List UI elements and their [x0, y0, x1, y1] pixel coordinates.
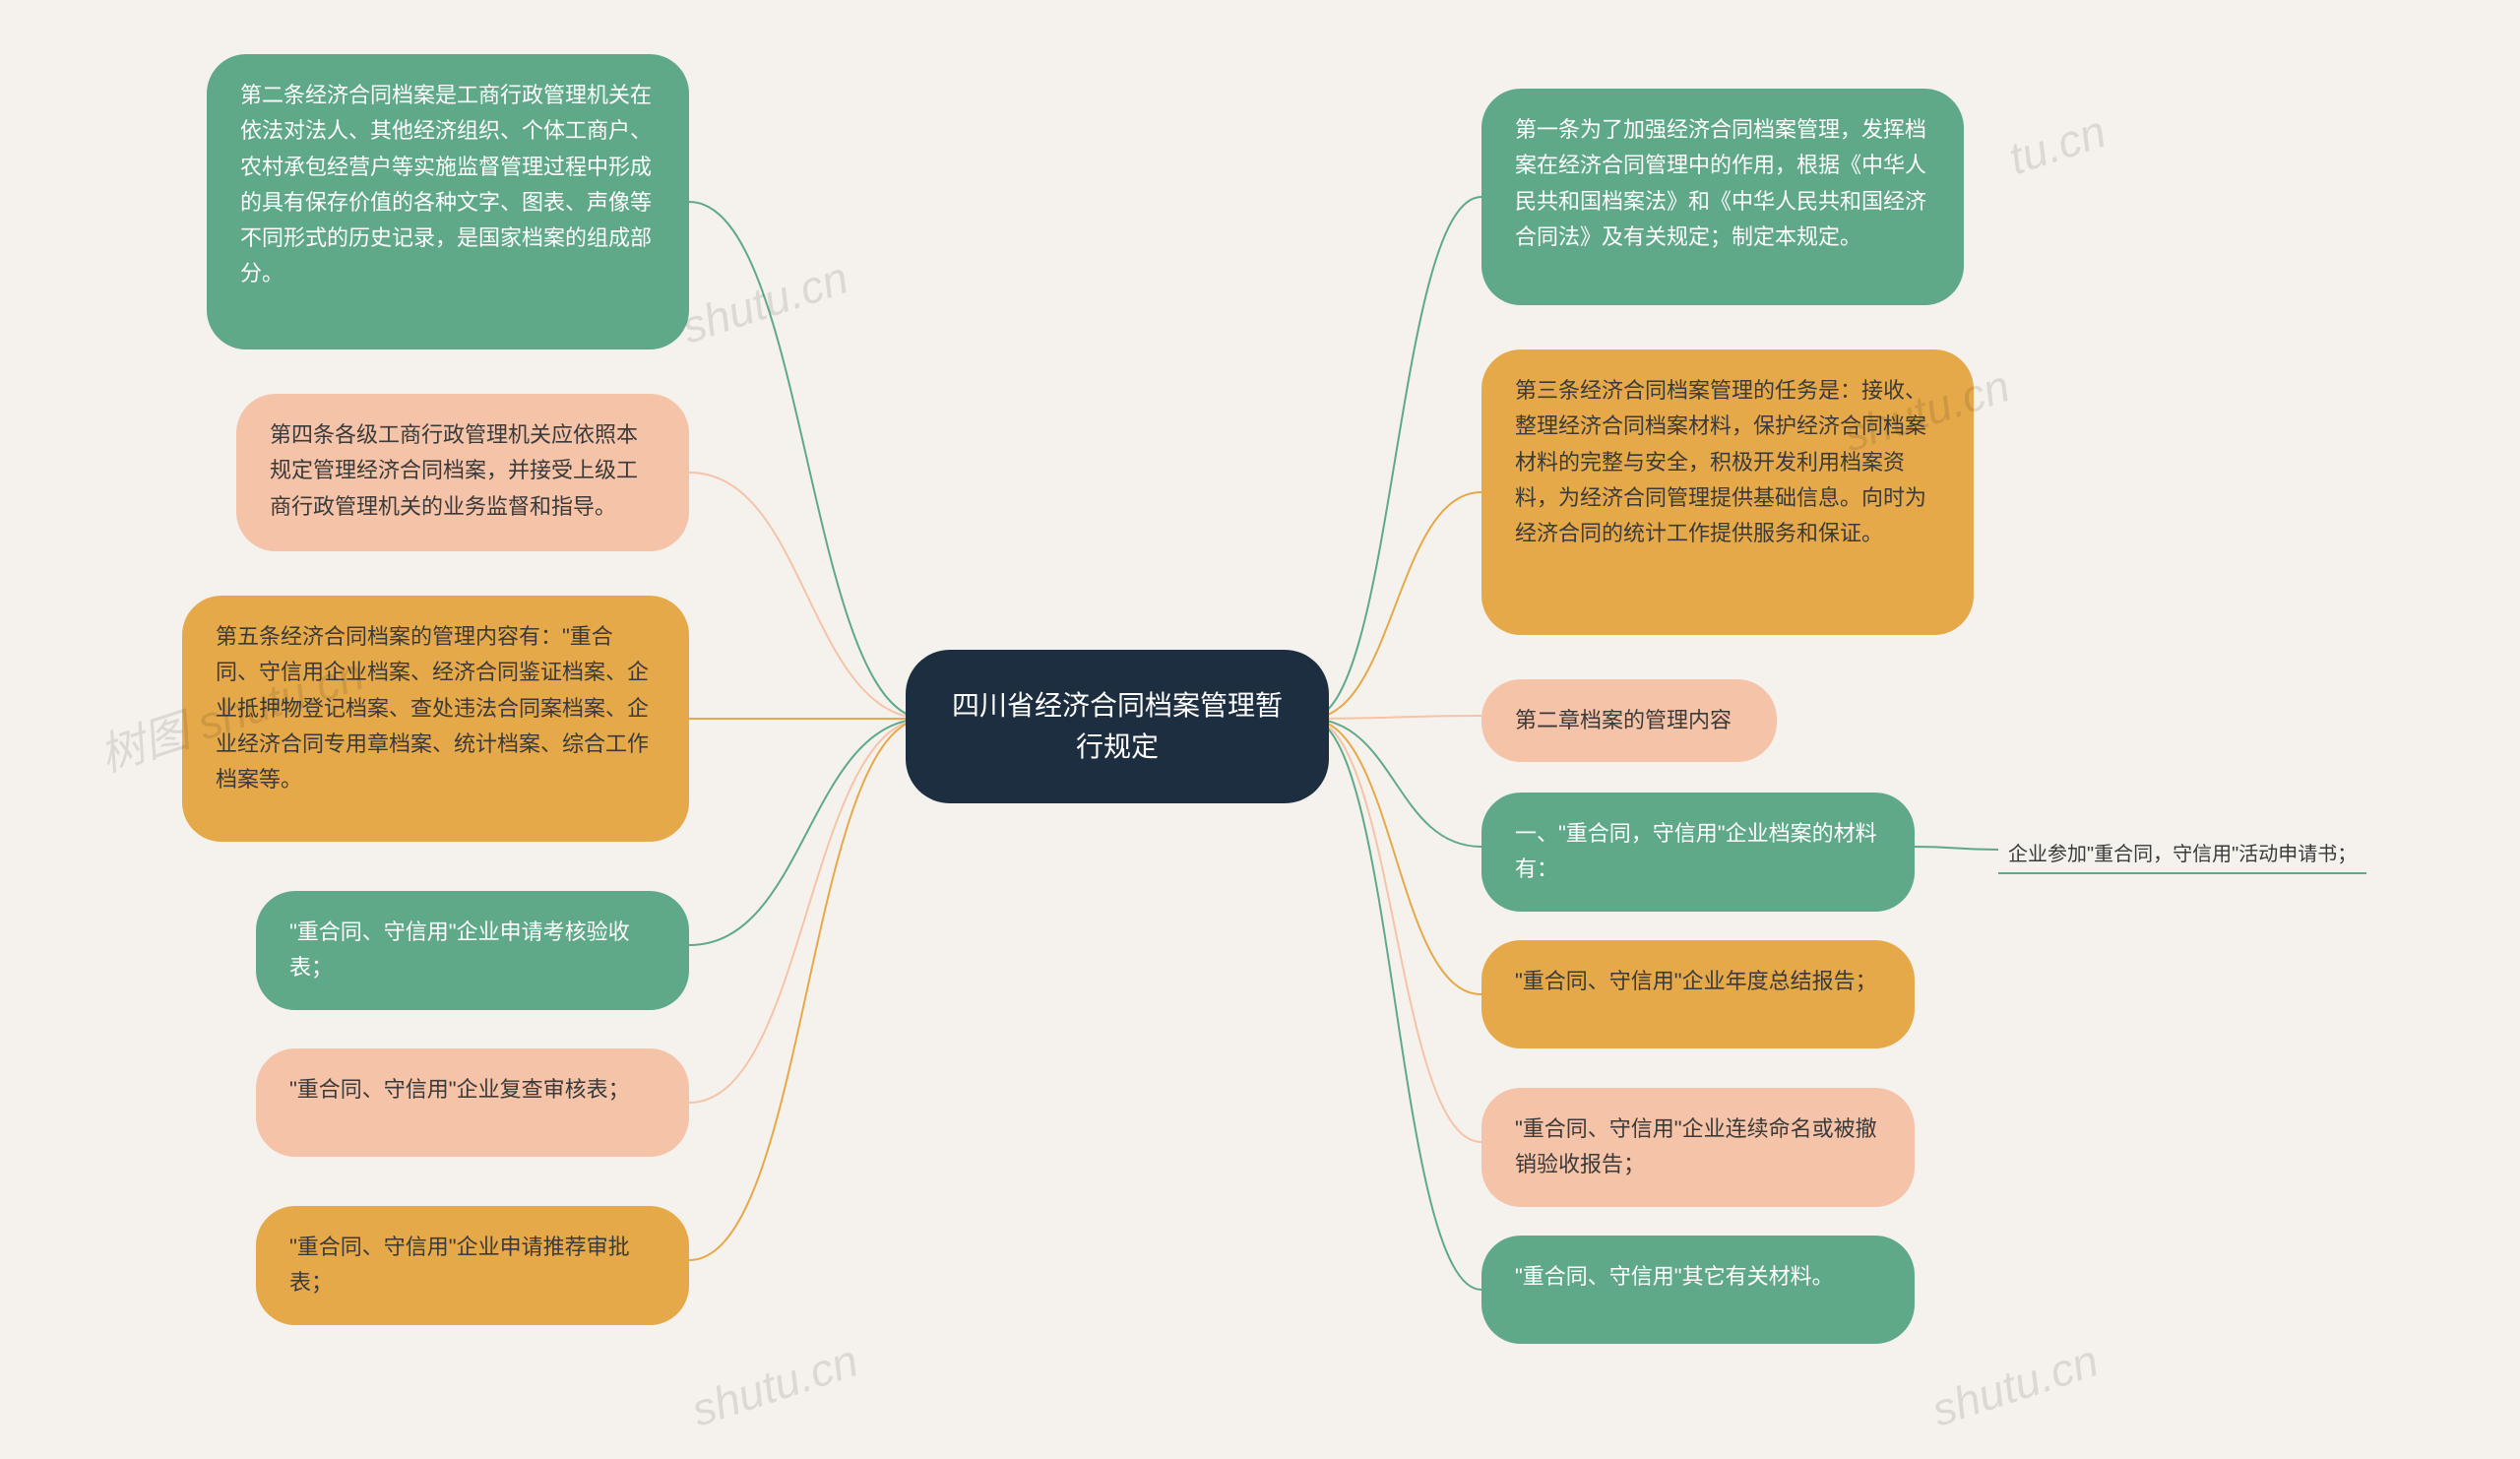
watermark: shutu.cn	[1925, 1333, 2105, 1436]
node-text: 第一条为了加强经济合同档案管理，发挥档案在经济合同管理中的作用，根据《中华人民共…	[1515, 117, 1926, 249]
node-text: 第二章档案的管理内容	[1515, 708, 1732, 732]
branch-node-L4[interactable]: "重合同、守信用"企业申请考核验收表；	[256, 891, 689, 1010]
connector-L2	[689, 473, 925, 719]
connector-L5	[689, 719, 925, 1103]
connector-R4	[1309, 719, 1481, 847]
leaf-node-C1[interactable]: 企业参加"重合同，守信用"活动申请书；	[1998, 832, 2366, 874]
branch-node-R7[interactable]: "重合同、守信用"其它有关材料。	[1481, 1236, 1915, 1344]
branch-node-L2[interactable]: 第四条各级工商行政管理机关应依照本规定管理经济合同档案，并接受上级工商行政管理机…	[236, 394, 689, 551]
node-text: 第四条各级工商行政管理机关应依照本规定管理经济合同档案，并接受上级工商行政管理机…	[270, 422, 638, 519]
branch-node-R6[interactable]: "重合同、守信用"企业连续命名或被撤销验收报告；	[1481, 1088, 1915, 1207]
branch-node-L1[interactable]: 第二条经济合同档案是工商行政管理机关在依法对法人、其他经济组织、个体工商户、农村…	[207, 54, 689, 349]
branch-node-R5[interactable]: "重合同、守信用"企业年度总结报告；	[1481, 940, 1915, 1048]
branch-node-R2[interactable]: 第三条经济合同档案管理的任务是：接收、整理经济合同档案材料，保护经济合同档案材料…	[1481, 349, 1974, 635]
node-text: "重合同、守信用"企业复查审核表；	[289, 1077, 630, 1102]
connector-L4	[689, 719, 925, 945]
branch-node-L3[interactable]: 第五条经济合同档案的管理内容有："重合同、守信用企业档案、经济合同鉴证档案、企业…	[182, 596, 689, 842]
node-text: "重合同、守信用"企业年度总结报告；	[1515, 969, 1877, 993]
branch-node-L5[interactable]: "重合同、守信用"企业复查审核表；	[256, 1048, 689, 1157]
branch-node-R1[interactable]: 第一条为了加强经济合同档案管理，发挥档案在经济合同管理中的作用，根据《中华人民共…	[1481, 89, 1964, 305]
branch-node-R3[interactable]: 第二章档案的管理内容	[1481, 679, 1777, 762]
node-text: "重合同、守信用"企业申请考核验收表；	[289, 920, 630, 980]
connector-C1	[1915, 847, 1998, 850]
branch-node-R4[interactable]: 一、"重合同，守信用"企业档案的材料有：	[1481, 793, 1915, 912]
watermark: shutu.cn	[685, 1333, 864, 1436]
node-text: "重合同、守信用"企业连续命名或被撤销验收报告；	[1515, 1116, 1877, 1176]
connector-R5	[1309, 719, 1481, 994]
node-text: "重合同、守信用"其它有关材料。	[1515, 1264, 1834, 1289]
connector-R1	[1309, 197, 1481, 719]
node-text: 一、"重合同，守信用"企业档案的材料有：	[1515, 821, 1877, 881]
connector-R7	[1309, 719, 1481, 1290]
connector-L1	[689, 202, 925, 719]
node-text: 第五条经济合同档案的管理内容有："重合同、守信用企业档案、经济合同鉴证档案、企业…	[216, 624, 649, 792]
connector-L6	[689, 719, 925, 1260]
connector-R6	[1309, 719, 1481, 1142]
node-text: 第三条经济合同档案管理的任务是：接收、整理经济合同档案材料，保护经济合同档案材料…	[1515, 378, 1926, 545]
branch-node-L6[interactable]: "重合同、守信用"企业申请推荐审批表；	[256, 1206, 689, 1325]
node-text: 第二条经济合同档案是工商行政管理机关在依法对法人、其他经济组织、个体工商户、农村…	[240, 83, 652, 285]
mindmap-canvas: 四川省经济合同档案管理暂行规定 第二条经济合同档案是工商行政管理机关在依法对法人…	[0, 0, 2520, 1459]
connector-R3	[1309, 716, 1481, 719]
connector-R2	[1309, 492, 1481, 719]
center-node[interactable]: 四川省经济合同档案管理暂行规定	[906, 650, 1329, 803]
watermark: tu.cn	[2002, 104, 2112, 185]
watermark: shutu.cn	[675, 250, 854, 353]
node-text: "重合同、守信用"企业申请推荐审批表；	[289, 1235, 630, 1295]
